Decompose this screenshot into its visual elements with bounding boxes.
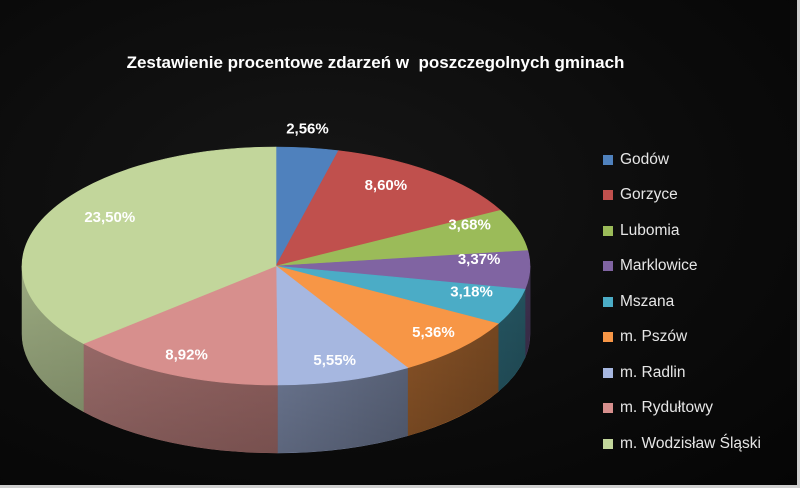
legend-swatch xyxy=(603,438,613,449)
legend-label: m. Rydułtowy xyxy=(620,399,714,417)
legend-label: Marklowice xyxy=(620,257,698,275)
pie-slice xyxy=(275,265,499,369)
legend-item: m. Wodzisław Śląski xyxy=(603,426,761,462)
legend-swatch xyxy=(603,403,613,414)
pie-side-walls xyxy=(21,265,531,454)
pie-slice xyxy=(21,146,277,344)
data-label: 5,36% xyxy=(412,324,455,341)
legend-label: Mszana xyxy=(620,292,675,310)
legend-item: Mszana xyxy=(603,284,761,320)
legend-item: m. Pszów xyxy=(603,320,761,356)
pie-data-labels: 2,56% 8,60% 3,68% 3,37% 3,18% 5,36% 5,55% 8,92%… xyxy=(84,120,500,369)
legend-swatch xyxy=(603,154,613,165)
data-label: 5,55% xyxy=(313,352,356,369)
data-label: 23,50% xyxy=(84,209,135,226)
pie-slices xyxy=(21,146,531,386)
legend-label: m. Radlin xyxy=(620,363,686,381)
legend-item: Marklowice xyxy=(603,249,761,285)
chart-title: Zestawienie procentowe zdarzeń w poszcze… xyxy=(126,53,625,72)
legend-label: Gorzyce xyxy=(620,186,678,204)
legend-swatch xyxy=(603,261,613,272)
legend-item: Gorzyce xyxy=(603,178,761,214)
legend-label: m. Pszów xyxy=(620,328,688,346)
data-label: 3,37% xyxy=(458,251,501,268)
legend-swatch xyxy=(603,296,613,307)
pie-slice xyxy=(82,265,278,386)
legend-label: Godów xyxy=(620,150,670,168)
data-label: 2,56% xyxy=(286,120,329,137)
legend-item: m. Rydułtowy xyxy=(603,391,761,427)
pie-slice xyxy=(275,265,409,386)
pie-side-shading xyxy=(22,266,530,453)
chart-legend: Godów Gorzyce Lubomia Marklowice Mszana m. Ps… xyxy=(603,142,761,462)
legend-swatch xyxy=(603,332,613,343)
legend-label: Lubomia xyxy=(620,221,680,239)
legend-item: m. Radlin xyxy=(603,355,761,391)
legend-swatch xyxy=(603,367,613,378)
legend-item: Lubomia xyxy=(603,213,761,249)
data-label: 8,60% xyxy=(365,177,408,194)
data-label: 8,92% xyxy=(165,347,208,364)
data-label: 3,18% xyxy=(450,284,493,301)
legend-label: m. Wodzisław Śląski xyxy=(620,434,761,452)
legend-swatch xyxy=(603,190,613,201)
legend-item: Godów xyxy=(603,142,761,178)
pie-slice xyxy=(275,150,502,267)
data-label: 3,68% xyxy=(448,216,491,233)
legend-swatch xyxy=(603,225,613,236)
